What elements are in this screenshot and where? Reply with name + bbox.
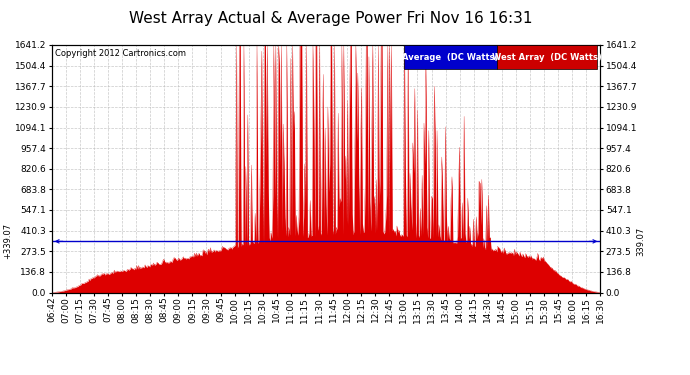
Text: 339.07: 339.07 (636, 227, 645, 256)
Text: +339.07: +339.07 (3, 223, 12, 260)
Text: Average  (DC Watts): Average (DC Watts) (402, 53, 498, 62)
Text: Copyright 2012 Cartronics.com: Copyright 2012 Cartronics.com (55, 49, 186, 58)
Text: West Array  (DC Watts): West Array (DC Watts) (492, 53, 602, 62)
Text: West Array Actual & Average Power Fri Nov 16 16:31: West Array Actual & Average Power Fri No… (130, 11, 533, 26)
